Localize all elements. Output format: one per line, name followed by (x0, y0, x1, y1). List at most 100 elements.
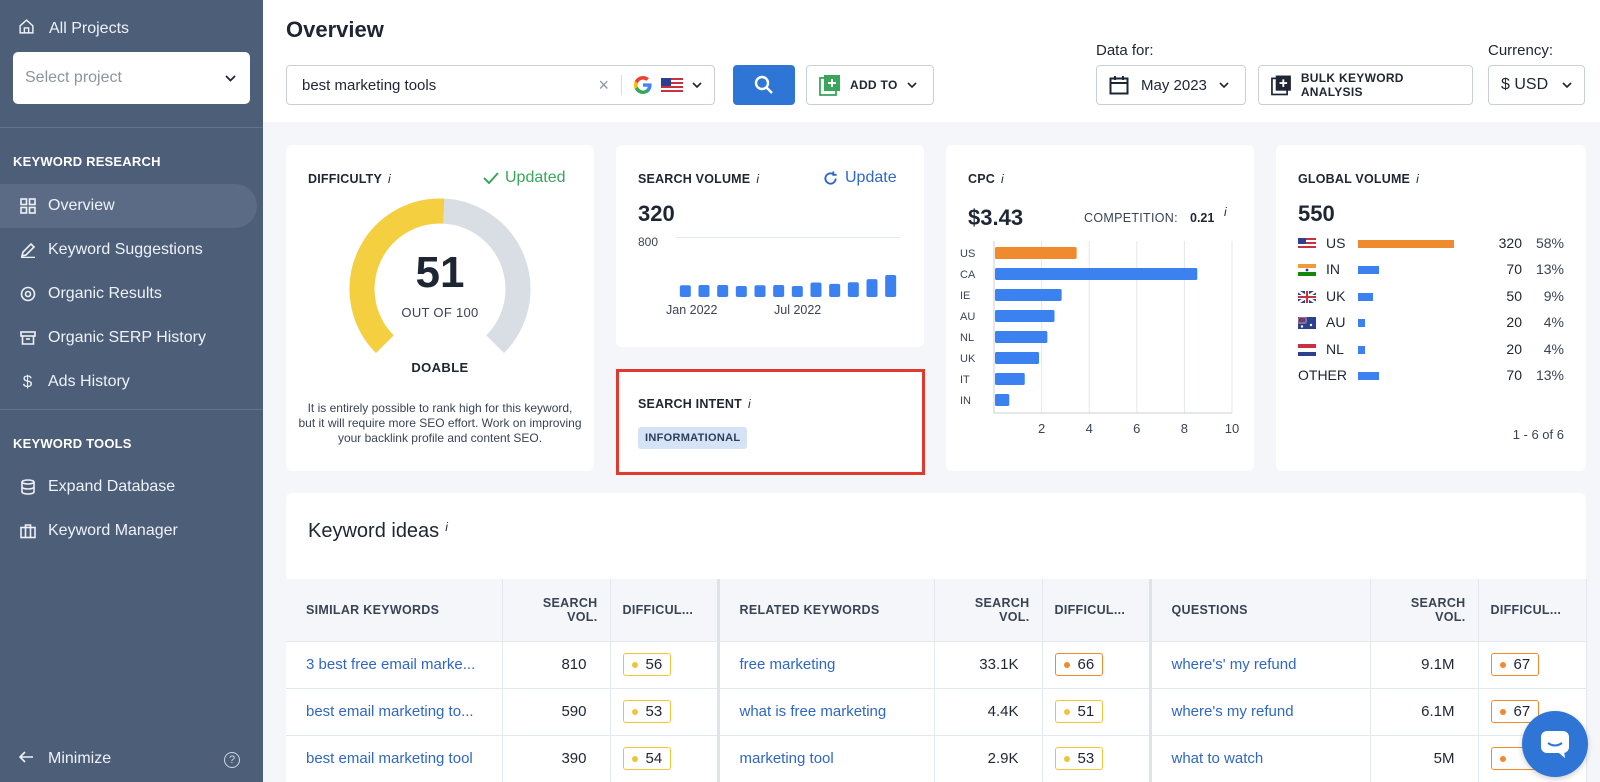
col-search-vol[interactable]: SEARCH VOL. (502, 579, 611, 642)
similar-keyword-link[interactable]: best email marketing tool (286, 735, 503, 782)
info-icon[interactable]: i (748, 397, 751, 411)
global-volume-row: OTHER 70 13% (1298, 366, 1564, 386)
sidebar-item-organic-serp-history[interactable]: Organic SERP History (0, 316, 257, 360)
bulk-keyword-analysis-button[interactable]: BULK KEYWORD ANALYSIS (1258, 65, 1473, 105)
chat-button[interactable] (1522, 711, 1588, 777)
col-difficulty[interactable]: DIFFICUL... (610, 579, 720, 642)
add-to-button[interactable]: ADD TO (806, 65, 934, 105)
cpc-x-tick-label: 2 (1038, 421, 1045, 436)
volume-bar[interactable] (885, 274, 897, 297)
similar-keyword-link[interactable]: best email marketing to... (286, 688, 503, 736)
difficulty-value: 67 (1513, 703, 1531, 720)
difficulty-value: 53 (645, 703, 663, 720)
info-icon[interactable]: i (1416, 172, 1419, 186)
col-questions[interactable]: QUESTIONS (1150, 579, 1371, 642)
volume-bar[interactable] (791, 285, 803, 297)
volume-share-bar (1358, 319, 1365, 328)
keyword-search-input[interactable]: best marketing tools × (286, 65, 715, 105)
cpc-bar[interactable] (995, 310, 1055, 322)
col-search-vol[interactable]: SEARCH VOL. (934, 579, 1043, 642)
info-icon[interactable]: i (445, 520, 448, 534)
related-keyword-link[interactable]: what is free marketing (718, 688, 935, 736)
volume-bar[interactable] (829, 283, 841, 297)
question-keyword-link[interactable]: what to watch (1150, 735, 1371, 782)
project-select[interactable]: Select project (13, 52, 250, 104)
search-vol-cell: 590 (502, 688, 611, 736)
info-icon[interactable]: i (756, 172, 760, 186)
cpc-bar[interactable] (995, 394, 1010, 406)
related-keyword-link[interactable]: free marketing (718, 641, 935, 689)
difficulty-value: 67 (1513, 656, 1531, 673)
divider (621, 75, 622, 95)
similar-keyword-link[interactable]: 3 best free email marke... (286, 641, 503, 689)
difficulty-cell: 53 (610, 688, 720, 736)
country-code: UK (1326, 287, 1346, 304)
cpc-bar[interactable] (995, 352, 1040, 364)
difficulty-dot (631, 708, 638, 715)
col-search-vol[interactable]: SEARCH VOL. (1370, 579, 1479, 642)
volume-bar[interactable] (773, 284, 785, 297)
cpc-bar[interactable] (995, 373, 1025, 385)
country-percent: 13% (1535, 367, 1564, 383)
col-related-keywords[interactable]: RELATED KEYWORDS (718, 579, 935, 642)
volume-bar[interactable] (754, 285, 766, 297)
volume-share-bar (1358, 240, 1454, 248)
volume-bar[interactable] (866, 279, 878, 297)
sidebar-item-keyword-manager[interactable]: Keyword Manager (0, 509, 257, 553)
country-volume: 50 (1506, 287, 1522, 304)
table-row: 3 best free email marke... 810 56 free mark… (286, 641, 1587, 689)
sidebar-item-overview[interactable]: Overview (0, 184, 257, 228)
difficulty-dot (1063, 755, 1070, 762)
currency-select[interactable]: $ USD (1488, 65, 1585, 105)
info-icon[interactable]: i (1001, 172, 1004, 186)
clear-icon[interactable]: × (598, 74, 609, 95)
sidebar: All Projects Select project KEYWORD RESE… (0, 0, 263, 782)
search-value: best marketing tools (302, 76, 437, 94)
col-similar-keywords[interactable]: SIMILAR KEYWORDS (286, 579, 503, 642)
info-icon[interactable]: i (1224, 205, 1227, 219)
search-button[interactable] (733, 65, 795, 105)
cpc-bar[interactable] (995, 289, 1062, 301)
date-select[interactable]: May 2023 (1096, 65, 1246, 105)
sidebar-divider (0, 127, 263, 128)
sidebar-item-expand-database[interactable]: Expand Database (0, 465, 257, 509)
table-row: best email marketing to... 590 53 what is f… (286, 688, 1587, 736)
sidebar-item-organic-results[interactable]: Organic Results (0, 272, 257, 316)
cpc-bar[interactable] (995, 331, 1048, 343)
col-difficulty[interactable]: DIFFICUL... (1478, 579, 1587, 642)
volume-bar[interactable] (679, 285, 691, 297)
cpc-bar[interactable] (995, 247, 1077, 259)
question-keyword-link[interactable]: where's' my refund (1150, 641, 1371, 689)
question-keyword-link[interactable]: where's my refund (1150, 688, 1371, 736)
add-to-label: ADD TO (850, 78, 898, 92)
sidebar-item-keyword-suggestions[interactable]: Keyword Suggestions (0, 228, 257, 272)
chevron-down-icon[interactable] (692, 82, 702, 88)
volume-bar[interactable] (717, 284, 729, 297)
volume-bar[interactable] (847, 282, 859, 297)
sidebar-item-ads-history[interactable]: $ Ads History (0, 360, 257, 404)
difficulty-value: 53 (1077, 750, 1095, 767)
volume-bar[interactable] (810, 282, 822, 297)
help-icon[interactable]: ? (224, 752, 240, 768)
search-intent-card: SEARCH INTENT i INFORMATIONAL (616, 369, 924, 471)
table-row: best email marketing tool 390 54 marketing … (286, 735, 1587, 782)
minimize-button[interactable]: Minimize (18, 750, 111, 768)
cpc-category-label: NL (960, 332, 974, 344)
update-label: Update (845, 169, 897, 186)
google-icon[interactable] (634, 76, 652, 94)
global-volume-row: IN 70 13% (1298, 260, 1564, 280)
volume-bar[interactable] (698, 284, 710, 297)
difficulty-value: 66 (1077, 656, 1095, 673)
col-difficulty[interactable]: DIFFICUL... (1042, 579, 1152, 642)
sidebar-divider (0, 409, 263, 410)
update-button[interactable]: Update (823, 169, 897, 187)
cpc-bar[interactable] (995, 268, 1198, 280)
x-tick-label: Jan 2022 (666, 303, 718, 317)
difficulty-chip: 53 (1054, 747, 1104, 770)
all-projects-link[interactable]: All Projects (18, 18, 129, 40)
search-vol-cell: 4.4K (934, 688, 1043, 736)
us-flag-icon[interactable] (661, 78, 683, 92)
related-keyword-link[interactable]: marketing tool (718, 735, 935, 782)
info-icon[interactable]: i (387, 172, 391, 186)
volume-bar[interactable] (735, 285, 747, 297)
